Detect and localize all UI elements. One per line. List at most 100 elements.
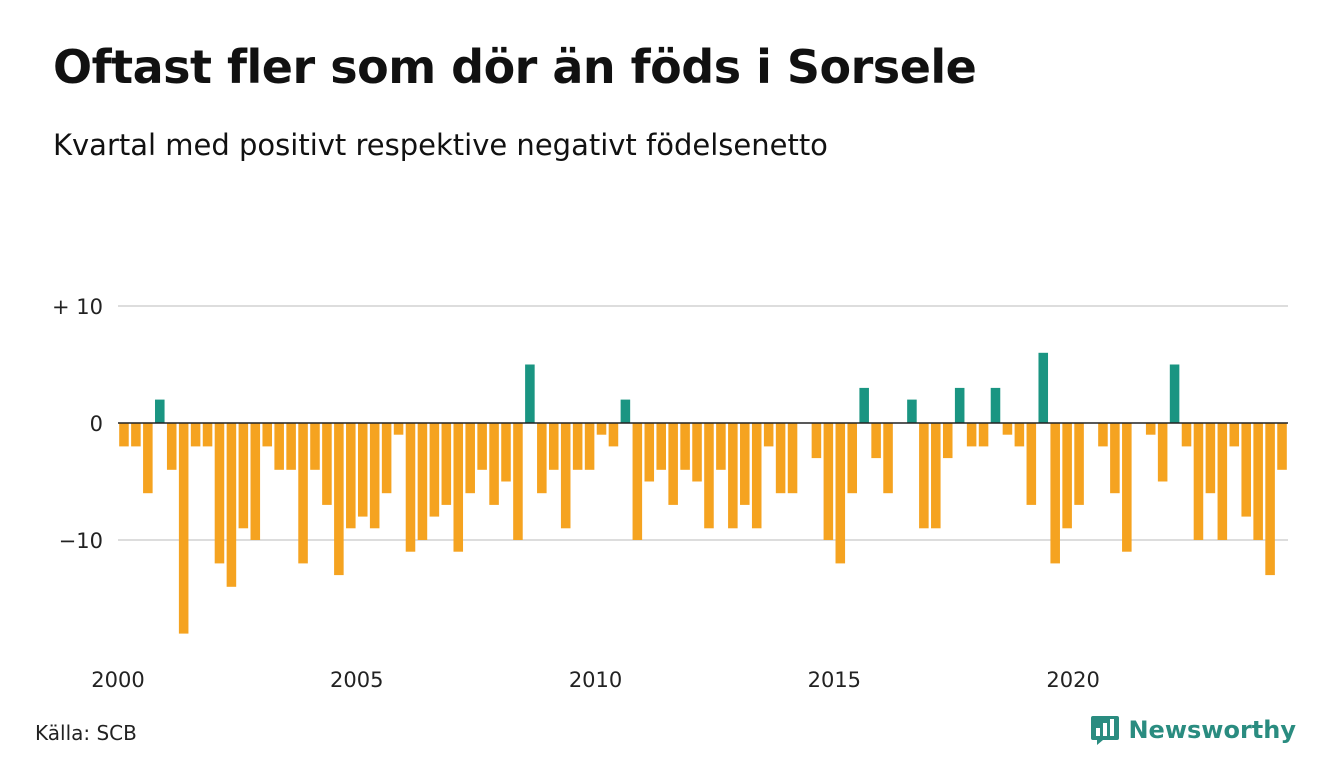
bar-negative xyxy=(357,423,368,517)
bar-negative xyxy=(226,423,237,587)
bar-negative xyxy=(1241,423,1251,517)
chart-subtitle: Kvartal med positivt respektive negativt… xyxy=(53,128,828,162)
bar-negative xyxy=(429,423,440,517)
bar-negative xyxy=(740,423,750,505)
bar-negative xyxy=(405,423,416,552)
x-tick-label: 2000 xyxy=(91,668,144,692)
bar-negative xyxy=(692,423,702,482)
gridlines xyxy=(118,305,1288,541)
bar-negative xyxy=(250,423,261,540)
bar-negative xyxy=(310,423,320,470)
bars xyxy=(119,352,1287,634)
x-tick-label: 2015 xyxy=(808,668,861,692)
brand-name: Newsworthy xyxy=(1128,716,1296,744)
bar-negative xyxy=(453,423,464,552)
bar-negative xyxy=(1014,423,1025,447)
bar-negative xyxy=(883,423,893,494)
bar-negative xyxy=(369,423,380,529)
bar-negative xyxy=(787,423,798,494)
bar-positive xyxy=(907,399,917,423)
bar-negative xyxy=(119,423,129,447)
bar-negative xyxy=(1002,423,1013,435)
x-tick-label: 2010 xyxy=(569,668,622,692)
bar-negative xyxy=(668,423,678,505)
bar-negative xyxy=(704,423,714,529)
bar-negative xyxy=(322,423,332,505)
bar-negative xyxy=(477,423,487,470)
bar-negative xyxy=(346,423,356,529)
bar-negative xyxy=(393,423,404,435)
x-tick-label: 2005 xyxy=(330,668,383,692)
bar-negative xyxy=(1217,423,1228,540)
chart-title: Oftast fler som dör än föds i Sorsele xyxy=(53,40,977,94)
bar-negative xyxy=(1229,423,1240,447)
bar-negative xyxy=(513,423,523,540)
bar-negative xyxy=(1181,423,1192,447)
bar-negative xyxy=(584,423,595,470)
bar-negative xyxy=(262,423,273,447)
x-axis-labels: 2000 2005 2010 2015 2020 xyxy=(91,668,1100,692)
bar-negative xyxy=(417,423,428,540)
bar-negative xyxy=(763,423,774,447)
bar-negative xyxy=(1098,423,1108,447)
bar-positive xyxy=(859,387,869,423)
bar-negative xyxy=(1193,423,1204,540)
bar-negative xyxy=(942,423,953,459)
y-tick-label: + 10 xyxy=(52,295,103,319)
bar-negative xyxy=(931,423,941,529)
bar-negative xyxy=(596,423,607,435)
brand-logo: Newsworthy xyxy=(1090,714,1296,746)
bar-negative xyxy=(751,423,762,529)
bar-negative xyxy=(143,423,153,494)
bar-negative xyxy=(811,423,822,459)
bar-positive xyxy=(155,399,165,423)
bar-negative xyxy=(190,423,201,447)
bar-negative xyxy=(823,423,834,540)
y-axis-labels: + 10 0 −10 xyxy=(52,295,103,553)
bar-negative xyxy=(1145,423,1156,435)
bar-negative xyxy=(131,423,141,447)
bar-negative xyxy=(489,423,499,505)
bar-negative xyxy=(978,423,989,447)
bar-negative xyxy=(716,423,726,470)
bar-negative xyxy=(548,423,559,470)
bar-negative xyxy=(274,423,284,470)
bar-negative xyxy=(644,423,655,482)
bar-negative xyxy=(632,423,643,540)
bar-negative xyxy=(238,423,249,529)
bar-negative xyxy=(728,423,738,529)
bar-negative xyxy=(608,423,619,447)
bar-negative xyxy=(1122,423,1132,552)
bar-negative xyxy=(178,423,189,634)
bar-negative xyxy=(166,423,177,470)
bar-negative xyxy=(298,423,308,564)
bar-negative xyxy=(871,423,881,459)
bar-negative xyxy=(1050,423,1060,564)
bar-positive xyxy=(954,387,965,423)
bar-negative xyxy=(1026,423,1037,505)
bar-positive xyxy=(525,364,535,423)
bar-negative xyxy=(381,423,392,494)
bar-negative xyxy=(1074,423,1084,505)
y-tick-label: −10 xyxy=(59,529,103,553)
source-note: Källa: SCB xyxy=(35,721,137,745)
bar-negative xyxy=(441,423,452,505)
bar-negative xyxy=(835,423,846,564)
bar-negative xyxy=(1157,423,1168,482)
bar-negative xyxy=(501,423,511,482)
bar-negative xyxy=(334,423,344,576)
bar-negative xyxy=(1253,423,1263,540)
bar-negative xyxy=(537,423,547,494)
bar-negative xyxy=(775,423,786,494)
bar-negative xyxy=(656,423,666,470)
bar-negative xyxy=(966,423,977,447)
bar-negative xyxy=(286,423,296,470)
bar-negative xyxy=(202,423,213,447)
bar-positive xyxy=(1038,352,1049,423)
bar-negative xyxy=(847,423,858,494)
bar-negative xyxy=(680,423,690,470)
bar-positive xyxy=(990,387,1001,423)
bar-negative xyxy=(465,423,475,494)
bar-negative xyxy=(1205,423,1216,494)
